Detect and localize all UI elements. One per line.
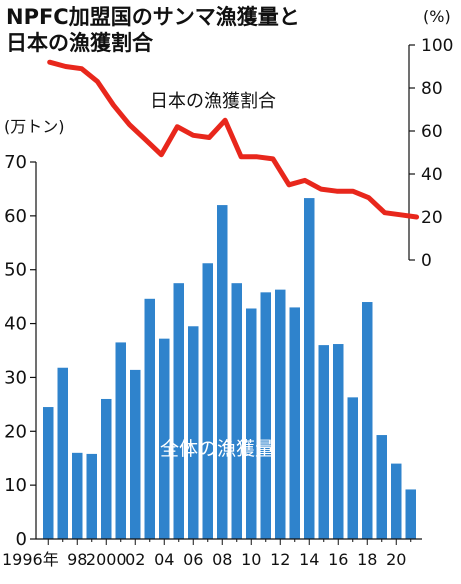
bar-2000	[101, 398, 112, 539]
left-tick-label: 70	[4, 152, 27, 173]
bar-2010	[246, 308, 257, 539]
left-axis-unit: (万トン)	[4, 117, 65, 136]
chart-title-line-2: 日本の漁獲割合	[6, 31, 154, 55]
bar-1999	[86, 453, 97, 539]
x-tick-label: 20	[386, 550, 406, 569]
x-tick-label: 1996年	[2, 550, 59, 569]
right-axis-unit: (%)	[423, 7, 451, 26]
right-tick-label: 100	[421, 36, 453, 56]
right-axis: 0 20 40 60 80 100	[408, 36, 453, 271]
left-tick-label: 10	[4, 475, 27, 496]
bar-2008	[217, 205, 228, 540]
bar-1998	[72, 452, 83, 539]
x-tick-label: 18	[357, 550, 377, 569]
bar-2014	[304, 198, 315, 539]
right-tick-label: 60	[421, 122, 443, 142]
bar-1996	[43, 407, 54, 539]
x-tick-label: 08	[212, 550, 232, 569]
bars	[43, 198, 416, 540]
bar-2016	[333, 344, 344, 539]
right-tick-label: 40	[421, 165, 443, 185]
left-axis: 0 10 20 30 40 50 60 70	[4, 152, 37, 550]
bar-2013	[289, 307, 300, 539]
bar-2021	[405, 489, 416, 539]
bar-2018	[362, 302, 373, 539]
bar-2003	[144, 298, 155, 539]
bar-2006	[188, 326, 199, 539]
bar-series-label: 全体の漁獲量	[160, 438, 274, 460]
x-tick-label: 10	[241, 550, 261, 569]
chart-title-line-1: NPFC加盟国のサンマ漁獲量と	[6, 5, 300, 29]
x-tick-label: 2000	[86, 550, 127, 569]
bar-2005	[173, 283, 184, 539]
bar-1997	[57, 367, 68, 539]
bar-2011	[260, 292, 271, 539]
left-tick-label: 60	[4, 206, 27, 227]
bar-2012	[275, 289, 286, 539]
x-tick-label: 06	[183, 550, 203, 569]
x-tick-label: 98	[67, 550, 87, 569]
left-tick-label: 0	[16, 529, 27, 550]
right-tick-label: 80	[421, 79, 443, 99]
bar-2019	[376, 435, 387, 539]
bar-2020	[391, 463, 402, 539]
x-tick-label: 14	[299, 550, 319, 569]
left-tick-label: 40	[4, 314, 27, 335]
left-tick-label: 50	[4, 260, 27, 281]
line-series-label: 日本の漁獲割合	[150, 91, 276, 112]
right-tick-label: 0	[421, 251, 432, 271]
left-tick-label: 30	[4, 367, 27, 388]
bar-2002	[130, 369, 141, 539]
japan-share-line	[47, 59, 420, 220]
x-tick-label: 16	[328, 550, 348, 569]
bar-2015	[318, 345, 329, 539]
x-tick-label: 12	[270, 550, 290, 569]
bar-2017	[347, 397, 358, 539]
left-tick-label: 20	[4, 421, 27, 442]
bar-2007	[202, 263, 213, 539]
x-tick-label: 02	[125, 550, 145, 569]
share-line	[47, 59, 420, 220]
bar-2001	[115, 342, 126, 539]
bar-2009	[231, 283, 242, 539]
x-tick-label: 04	[154, 550, 174, 569]
right-tick-label: 20	[421, 208, 443, 228]
bar-2004	[159, 338, 170, 539]
